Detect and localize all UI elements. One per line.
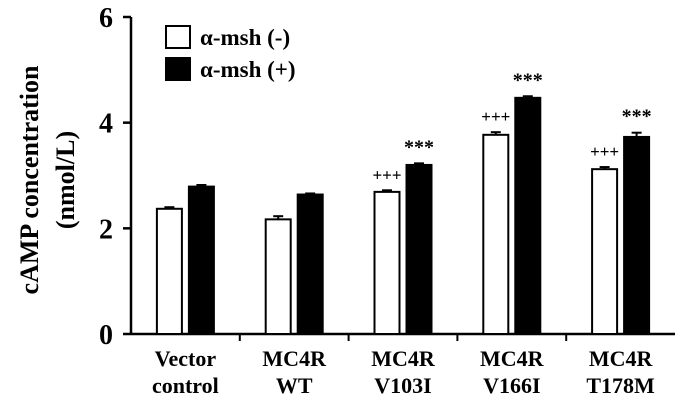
legend-label: α-msh (+) bbox=[200, 57, 296, 82]
bar bbox=[155, 207, 183, 335]
bar bbox=[623, 135, 651, 335]
y-tick-label: 6 bbox=[99, 3, 113, 34]
x-axis-tick-labels: VectorcontrolMC4RWTMC4RV103IMC4RV166IMC4… bbox=[152, 346, 655, 398]
y-tick-label: 2 bbox=[99, 214, 113, 245]
bar bbox=[187, 185, 215, 335]
x-tick-label: V166I bbox=[483, 373, 540, 398]
x-tick-label: MC4R bbox=[480, 346, 545, 371]
y-axis-label-line-1: cAMP concentration bbox=[15, 65, 44, 294]
y-axis-ticks: 0 2 4 6 bbox=[99, 3, 131, 351]
bar bbox=[482, 133, 510, 335]
x-tick-label: Vector bbox=[155, 346, 217, 371]
legend-label: α-msh (-) bbox=[200, 25, 290, 50]
bar bbox=[373, 190, 401, 335]
significance-label: *** bbox=[404, 136, 434, 158]
legend-swatch bbox=[165, 25, 191, 49]
significance-label: *** bbox=[622, 106, 652, 128]
bar bbox=[514, 96, 542, 335]
x-tick-label: WT bbox=[276, 373, 313, 398]
x-tick-label: T178M bbox=[586, 373, 655, 398]
significance-label: +++ bbox=[590, 142, 619, 161]
y-tick-label: 0 bbox=[99, 320, 113, 351]
significance-label: *** bbox=[513, 69, 543, 91]
y-tick-label: 4 bbox=[99, 109, 113, 140]
x-tick-label: V103I bbox=[374, 373, 431, 398]
bar bbox=[405, 163, 433, 335]
bar bbox=[264, 218, 292, 335]
x-axis-ticks bbox=[238, 334, 568, 341]
significance-label: +++ bbox=[372, 165, 401, 184]
legend-swatch bbox=[165, 57, 191, 81]
legend: α-msh (-) α-msh (+) bbox=[165, 25, 296, 82]
y-axis-label: cAMP concentration (nmol/L) bbox=[15, 65, 80, 294]
x-tick-label: control bbox=[152, 373, 219, 398]
x-tick-label: MC4R bbox=[589, 346, 654, 371]
bar bbox=[591, 168, 619, 335]
x-tick-label: MC4R bbox=[262, 346, 327, 371]
bar bbox=[296, 193, 324, 335]
bar-marks: +++***+++***+++*** bbox=[155, 69, 652, 335]
y-axis-label-line-2: (nmol/L) bbox=[51, 131, 80, 229]
significance-label: +++ bbox=[481, 107, 510, 126]
x-tick-label: MC4R bbox=[371, 346, 436, 371]
